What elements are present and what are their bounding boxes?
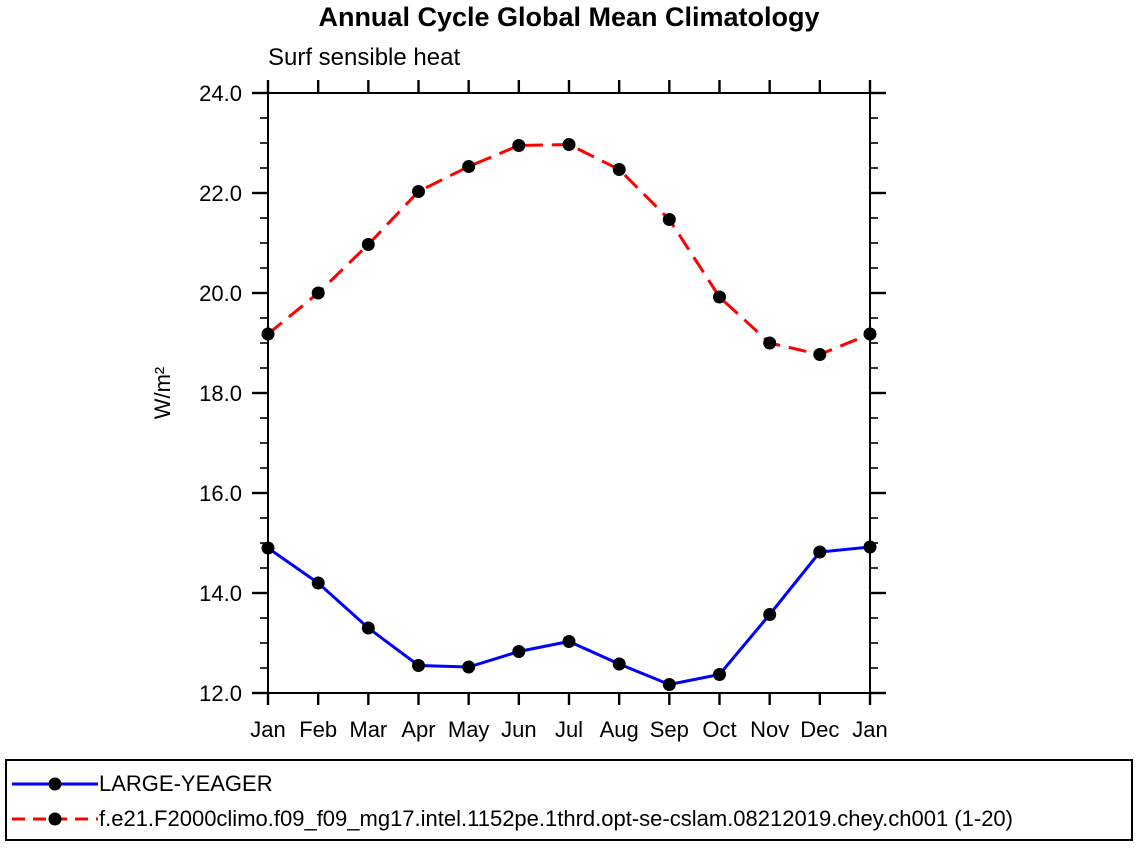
legend-line-sample-red — [12, 812, 98, 825]
data-point-marker — [662, 213, 676, 226]
x-tick-label: Dec — [800, 717, 839, 742]
x-tick-label: May — [448, 717, 490, 742]
x-tick-label: Mar — [349, 717, 387, 742]
x-tick-label: Jun — [501, 717, 536, 742]
series-markers-0 — [261, 540, 877, 691]
data-point-marker — [612, 163, 626, 176]
data-point-marker — [311, 576, 325, 590]
y-tick-label: 18.0 — [199, 381, 242, 406]
data-point-marker — [311, 286, 325, 300]
x-tick-label: Jul — [555, 717, 583, 742]
data-point-marker — [763, 608, 777, 621]
data-point-marker — [412, 659, 425, 672]
legend-item-large-yeager: LARGE-YEAGER — [7, 766, 1131, 801]
data-point-marker — [562, 635, 576, 648]
x-tick-label: Oct — [702, 717, 736, 742]
y-tick-label: 20.0 — [199, 281, 242, 306]
y-axis-ticks — [252, 91, 886, 695]
data-point-marker — [713, 290, 726, 304]
series-line-1 — [267, 142, 871, 357]
x-tick-labels: Jan Feb Mar Apr May Jun Jul Aug Sep Oct Nov Dec Jan — [250, 717, 887, 742]
series-markers-1 — [261, 138, 877, 361]
legend: LARGE-YEAGER f.e21.F2000climo.f09_f09_mg… — [5, 759, 1133, 841]
data-point-marker — [261, 541, 275, 555]
legend-label: LARGE-YEAGER — [99, 770, 273, 796]
y-tick-label: 16.0 — [199, 481, 242, 506]
data-point-marker — [412, 185, 425, 198]
data-point-marker — [662, 678, 676, 691]
legend-sample-marker — [48, 812, 62, 825]
legend-item-model-run: f.e21.F2000climo.f09_f09_mg17.intel.1152… — [7, 801, 1131, 836]
x-tick-label: Apr — [401, 717, 435, 742]
data-point-marker — [562, 138, 576, 151]
data-point-marker — [261, 327, 275, 341]
data-point-marker — [612, 657, 626, 671]
legend-sample-marker — [48, 777, 62, 790]
data-point-marker — [763, 336, 777, 350]
y-tick-labels: 12.0 14.0 16.0 18.0 20.0 22.0 24.0 — [199, 81, 242, 706]
y-tick-label: 14.0 — [199, 581, 242, 606]
y-tick-label: 12.0 — [199, 681, 242, 706]
data-point-marker — [863, 540, 877, 554]
data-point-marker — [462, 160, 476, 173]
series-line-0 — [267, 545, 871, 687]
y-tick-label: 24.0 — [199, 81, 242, 106]
x-tick-label: Sep — [650, 717, 689, 742]
data-point-marker — [512, 139, 526, 152]
x-tick-label: Jan — [250, 717, 285, 742]
data-point-marker — [813, 545, 827, 559]
x-axis-ticks — [266, 80, 872, 705]
data-point-marker — [863, 327, 877, 341]
legend-line-sample-blue — [12, 777, 98, 790]
data-point-marker — [462, 660, 476, 674]
y-tick-label: 22.0 — [199, 181, 242, 206]
x-tick-label: Jan — [852, 717, 887, 742]
x-tick-label: Aug — [600, 717, 639, 742]
legend-label: f.e21.F2000climo.f09_f09_mg17.intel.1152… — [99, 805, 1013, 831]
data-point-marker — [512, 645, 526, 658]
data-point-marker — [713, 668, 726, 681]
plot-area: 12.0 14.0 16.0 18.0 20.0 22.0 24.0 Jan Feb Mar Apr… — [199, 80, 888, 742]
data-point-marker — [361, 621, 375, 635]
data-point-marker — [813, 348, 827, 361]
chart-subtitle: Surf sensible heat — [268, 44, 461, 71]
x-tick-label: Feb — [299, 717, 337, 742]
chart-title: Annual Cycle Global Mean Climatology — [318, 2, 820, 32]
x-tick-label: Nov — [750, 717, 789, 742]
data-point-marker — [361, 238, 375, 251]
